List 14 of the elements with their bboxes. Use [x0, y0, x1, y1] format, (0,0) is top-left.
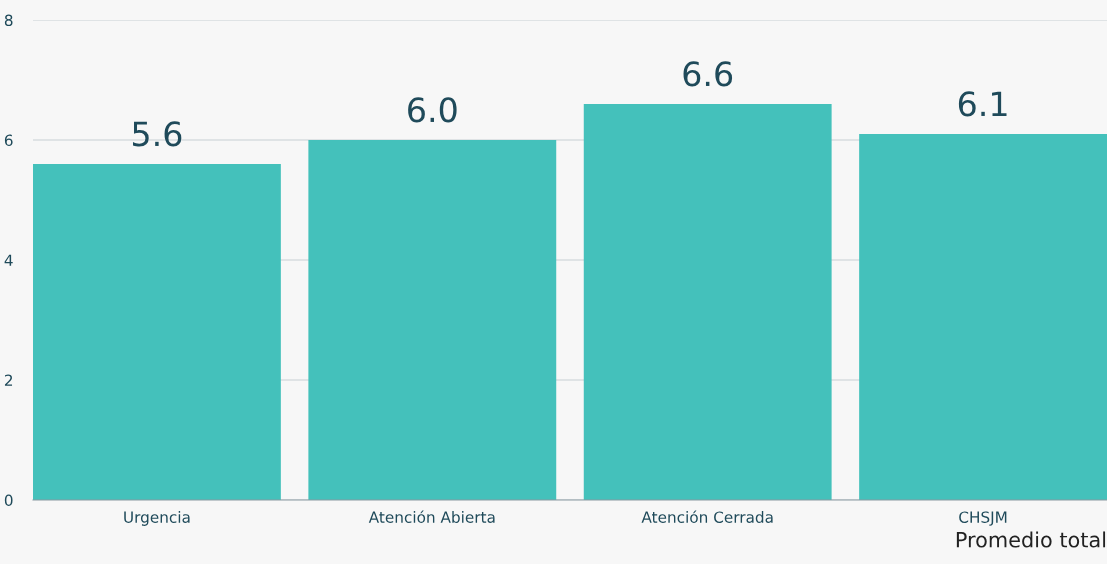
data-label: 6.0 — [408, 97, 457, 123]
x-axis-title: Promedio total — [956, 531, 1106, 548]
y-tick-label: 4 — [4, 254, 13, 266]
x-tick-label: Urgencia — [124, 511, 190, 526]
x-tick-label: CHSJM — [959, 511, 1007, 526]
data-label: 5.6 — [132, 121, 182, 147]
y-tick-label: 2 — [4, 374, 13, 386]
y-tick-label: 6 — [4, 134, 13, 147]
x-tick-label: Atención Abierta — [368, 510, 495, 523]
y-tick-label: 0 — [4, 494, 13, 507]
x-tick-label: Atención Cerrada — [641, 510, 773, 523]
data-label: 6.6 — [683, 61, 733, 87]
y-tick-label: 8 — [4, 14, 13, 27]
data-label: 6.1 — [958, 91, 1007, 117]
